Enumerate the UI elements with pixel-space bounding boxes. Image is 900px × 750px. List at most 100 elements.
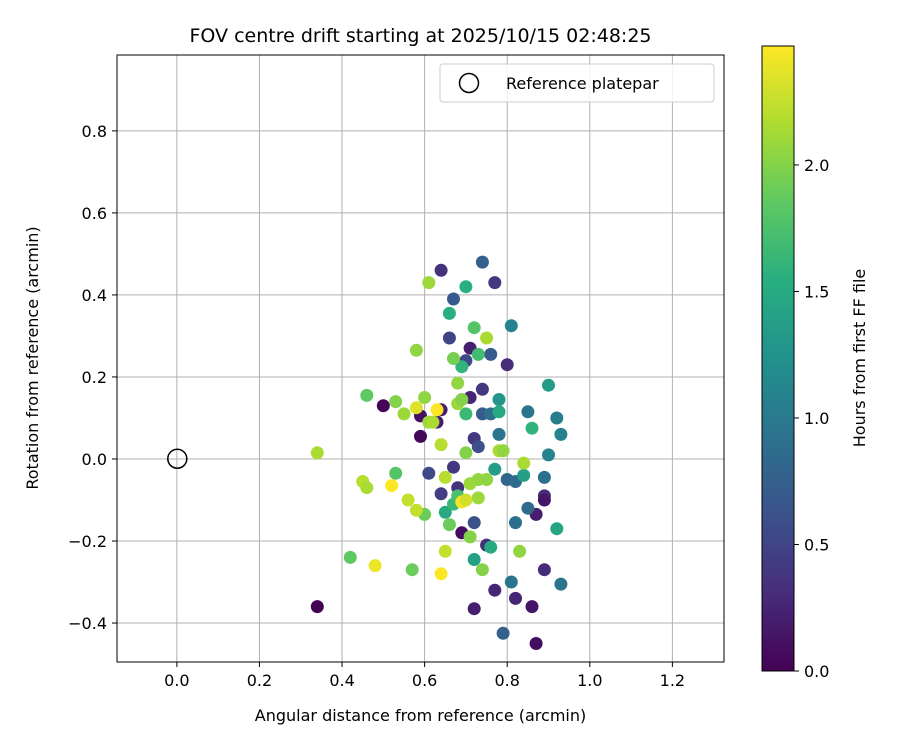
colorbar-tick-label: 0.0	[804, 662, 829, 681]
data-point	[488, 462, 502, 476]
data-point	[447, 460, 460, 474]
data-point	[343, 550, 357, 564]
x-axis-label: Angular distance from reference (arcmin)	[255, 706, 586, 725]
data-point	[467, 553, 481, 566]
colorbar-label: Hours from first FF file	[850, 269, 869, 448]
data-point	[447, 352, 460, 365]
data-point	[368, 559, 382, 573]
colorbar	[761, 45, 795, 672]
legend-label: Reference platepar	[506, 74, 659, 93]
data-point	[360, 481, 374, 495]
data-point	[414, 429, 427, 443]
data-point	[480, 473, 494, 486]
x-tick-label: 0.2	[247, 671, 272, 690]
data-point	[496, 626, 510, 640]
data-point	[442, 518, 456, 532]
data-point	[409, 401, 423, 415]
x-tick-label: 0.0	[164, 671, 189, 690]
x-tick-label: 0.8	[494, 671, 519, 690]
data-point	[488, 583, 502, 597]
data-point	[492, 393, 506, 406]
data-point	[434, 567, 448, 581]
data-point	[521, 501, 535, 515]
data-point	[430, 403, 444, 417]
x-tick-label: 0.4	[329, 671, 354, 690]
data-point	[401, 493, 415, 507]
y-tick-label: −0.2	[68, 532, 107, 551]
y-tick-label: 0.0	[82, 450, 107, 469]
legend-box	[439, 63, 715, 103]
data-point	[434, 263, 448, 277]
data-point	[496, 444, 510, 458]
x-tick-label: 1.2	[660, 671, 685, 690]
data-point	[537, 493, 551, 507]
data-point	[451, 376, 465, 390]
grid	[117, 55, 724, 662]
data-point	[385, 479, 399, 493]
data-point	[537, 563, 551, 577]
data-point	[517, 456, 531, 470]
data-point	[525, 600, 539, 614]
y-tick-label: 0.8	[82, 122, 107, 141]
data-point	[492, 427, 506, 441]
y-tick-label: −0.4	[68, 614, 107, 633]
y-tick-label: 0.4	[82, 286, 107, 305]
data-point	[554, 427, 568, 441]
data-point	[554, 577, 568, 591]
data-point	[471, 491, 485, 505]
data-point	[463, 530, 477, 544]
data-point	[447, 292, 460, 306]
data-point	[492, 405, 506, 419]
colorbar-ticks: 0.0 0.5 1.0 1.5 2.0	[794, 156, 829, 681]
data-point	[509, 516, 522, 530]
data-point	[488, 276, 502, 290]
data-point	[438, 505, 452, 519]
data-point	[509, 591, 522, 605]
data-point	[434, 487, 448, 501]
data-point	[529, 637, 543, 650]
data-point	[537, 470, 551, 484]
data-point	[434, 438, 448, 452]
data-point	[397, 407, 411, 421]
colorbar-tick-label: 1.0	[804, 409, 829, 428]
data-point	[467, 321, 481, 335]
data-point	[442, 331, 456, 345]
data-point	[360, 388, 374, 402]
data-point	[422, 466, 436, 480]
data-point	[389, 395, 403, 409]
data-point	[459, 493, 473, 507]
data-point	[513, 544, 527, 558]
reference-point	[167, 448, 188, 469]
y-axis-ticks: −0.4 −0.2 0.0 0.2 0.4 0.6 0.8	[68, 122, 117, 633]
data-point	[550, 411, 564, 425]
data-point	[418, 391, 432, 404]
plot-frame	[116, 54, 725, 663]
x-axis-ticks: 0.0 0.2 0.4 0.6 0.8 1.0 1.2	[164, 662, 685, 690]
data-point	[542, 378, 555, 392]
data-point	[422, 276, 436, 290]
data-points	[310, 255, 568, 650]
chart-title: FOV centre drift starting at 2025/10/15 …	[189, 25, 651, 47]
data-point	[459, 446, 473, 460]
data-point	[525, 421, 539, 435]
data-point	[455, 393, 469, 406]
data-point	[376, 399, 390, 413]
y-axis-label: Rotation from reference (arcmin)	[23, 226, 42, 489]
data-point	[475, 255, 489, 269]
data-point	[504, 575, 518, 589]
data-point	[521, 405, 535, 419]
x-tick-label: 1.0	[577, 671, 602, 690]
data-point	[504, 319, 518, 333]
colorbar-tick-label: 0.5	[804, 535, 829, 554]
y-tick-label: 0.6	[82, 204, 107, 223]
data-point	[426, 415, 440, 429]
data-point	[484, 347, 498, 361]
data-point	[475, 382, 489, 396]
data-point	[500, 358, 514, 372]
data-point	[389, 466, 403, 480]
data-point	[471, 347, 485, 361]
data-point	[467, 602, 481, 616]
data-point	[442, 306, 456, 320]
data-point	[475, 563, 489, 577]
